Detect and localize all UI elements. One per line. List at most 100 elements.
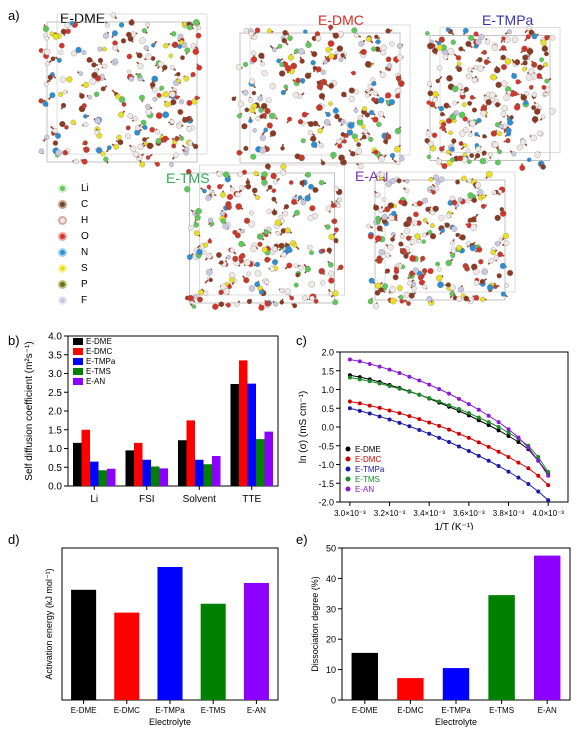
- atom: [195, 32, 202, 39]
- atom: [179, 99, 185, 105]
- atom: [480, 104, 487, 111]
- atom: [316, 104, 323, 111]
- atom: [182, 21, 187, 27]
- atom: [367, 233, 374, 240]
- atom-legend-p: P: [58, 276, 118, 292]
- atom: [291, 199, 298, 205]
- atom: [376, 225, 383, 232]
- atom: [70, 119, 76, 126]
- atom: [271, 245, 278, 252]
- atom: [544, 78, 550, 84]
- atom: [462, 27, 469, 34]
- structure-e-an: [366, 171, 516, 310]
- atom: [409, 239, 416, 245]
- atom: [406, 301, 411, 306]
- point-e-tms: [417, 392, 422, 397]
- y-tick-label: -0.5: [318, 441, 334, 451]
- atom: [432, 47, 439, 54]
- point-e-dmc: [357, 401, 362, 406]
- atom: [483, 59, 490, 65]
- point-e-an: [347, 357, 352, 362]
- atom: [325, 224, 331, 230]
- point-e-tmpa: [437, 435, 442, 440]
- atom: [283, 204, 290, 210]
- atom: [446, 160, 453, 167]
- atom: [465, 40, 472, 48]
- point-e-an: [476, 407, 481, 412]
- point-e-dmc: [417, 417, 422, 422]
- x-tick-label: E-TMPa: [155, 706, 185, 715]
- atom: [457, 155, 464, 162]
- atom: [283, 84, 289, 90]
- atom: [455, 55, 462, 61]
- point-e-an: [516, 435, 521, 440]
- atom: [338, 57, 344, 63]
- atom: [257, 95, 264, 102]
- atom: [202, 188, 207, 194]
- atom: [299, 78, 306, 84]
- atom: [257, 285, 263, 291]
- atom: [273, 301, 279, 307]
- atom: [493, 66, 501, 74]
- atom: [476, 117, 482, 124]
- o-atom-icon: [58, 231, 67, 241]
- atom: [452, 100, 458, 106]
- point-e-tmpa: [387, 417, 392, 422]
- atom: [427, 268, 434, 275]
- atom: [451, 199, 458, 206]
- atom: [407, 280, 413, 286]
- atom: [243, 277, 250, 284]
- atom: [426, 295, 433, 302]
- atom: [248, 118, 253, 124]
- x-tick-label: E-AN: [538, 706, 557, 715]
- atom: [155, 112, 163, 119]
- atom: [91, 62, 97, 68]
- atom: [97, 46, 103, 52]
- atom: [287, 35, 293, 41]
- atom: [144, 103, 151, 110]
- atom: [431, 190, 436, 195]
- atom: [447, 47, 455, 55]
- atom: [169, 162, 174, 167]
- atom: [42, 25, 50, 32]
- atom: [161, 64, 168, 71]
- atom: [255, 195, 261, 200]
- atom: [280, 90, 286, 96]
- atom: [313, 298, 319, 304]
- atom: [337, 197, 343, 202]
- point-e-tms: [407, 389, 412, 394]
- atom: [318, 142, 324, 149]
- atom: [442, 54, 449, 60]
- atom: [385, 181, 392, 188]
- atom: [540, 39, 547, 46]
- atom: [420, 255, 426, 262]
- atom: [333, 227, 339, 233]
- point-e-tms: [347, 375, 352, 380]
- atom: [318, 179, 325, 186]
- point-e-an: [427, 382, 432, 387]
- bar-e-dme-fsi: [125, 450, 134, 486]
- point-e-an: [407, 374, 412, 379]
- atom: [137, 62, 144, 70]
- atom: [440, 228, 445, 233]
- point-e-an: [397, 371, 402, 375]
- atom: [467, 67, 472, 73]
- atom: [229, 277, 235, 283]
- atom: [495, 81, 502, 88]
- atom: [64, 125, 69, 130]
- bar-e-dmc: [397, 678, 424, 700]
- atom: [71, 50, 77, 57]
- atom: [177, 109, 183, 115]
- bar-e-tmpa-tte: [247, 383, 256, 486]
- atom: [482, 49, 487, 55]
- atom: [459, 89, 466, 96]
- atom: [239, 185, 245, 191]
- atom: [93, 91, 100, 97]
- atom: [194, 95, 199, 101]
- atom: [264, 163, 271, 170]
- atom: [543, 62, 549, 68]
- atom: [461, 175, 467, 182]
- atom: [285, 65, 292, 72]
- atom: [435, 274, 443, 282]
- atom: [192, 143, 199, 150]
